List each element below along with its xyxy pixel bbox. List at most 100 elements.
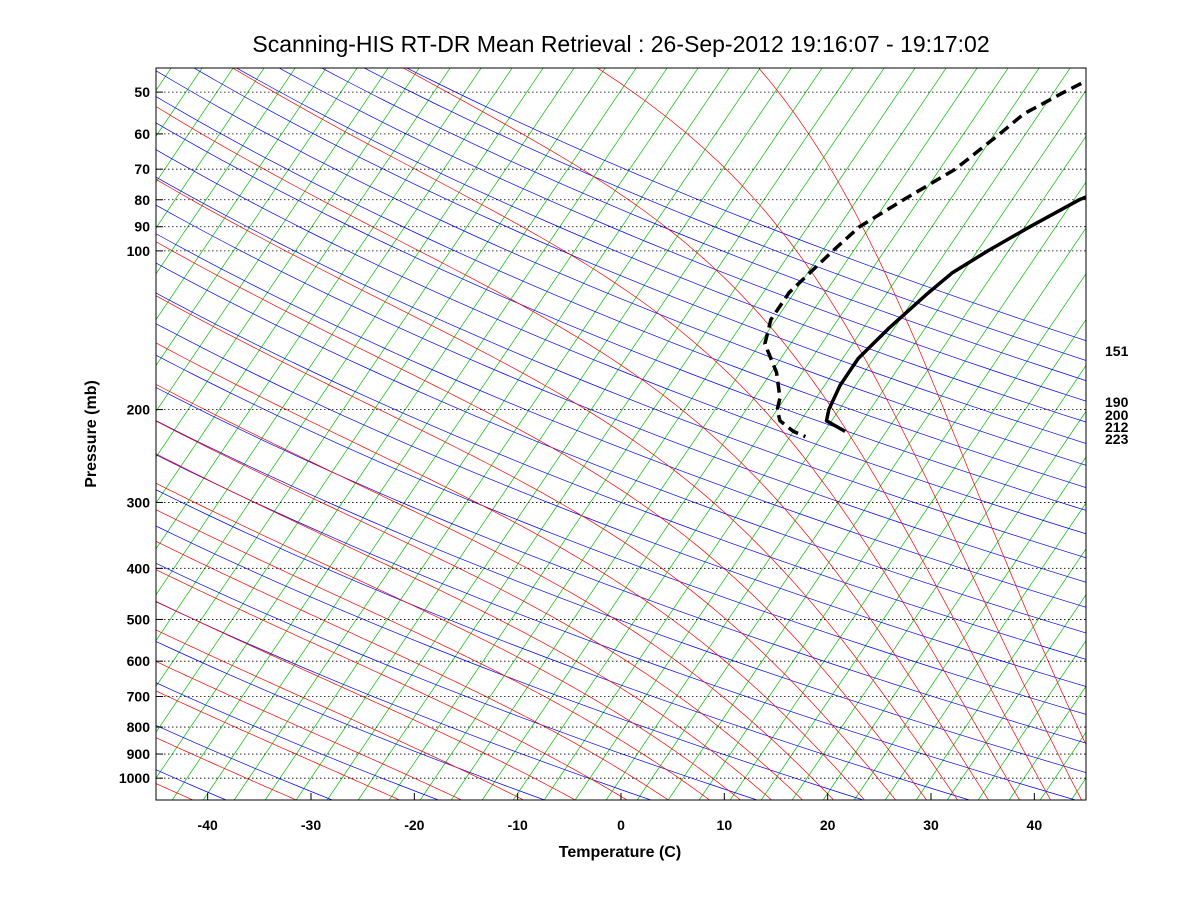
- isotherm-line: [822, 410, 1086, 800]
- moist-adiabat-line: [156, 737, 297, 800]
- isotherm-line: [156, 68, 389, 412]
- x-tick-label: -10: [508, 817, 528, 833]
- dry-adiabat-line: [363, 68, 1086, 361]
- isotherm-line: [977, 639, 1086, 800]
- x-axis: -40 -30 -20 -10 0 10 20 30 40: [198, 793, 1042, 833]
- background-lines: [156, 68, 1086, 800]
- y-tick-label: 50: [134, 84, 150, 100]
- moist-adiabat-line: [156, 178, 958, 800]
- moist-adiabat-line: [156, 420, 803, 800]
- isotherm-line: [388, 68, 885, 800]
- isotherm-line: [636, 135, 1086, 800]
- dry-adiabat-line: [156, 233, 1086, 608]
- isotherm-line: [791, 364, 1086, 800]
- x-tick-label: 20: [820, 817, 836, 833]
- isotherm-line: [760, 319, 1086, 800]
- isotherm-line: [156, 68, 420, 458]
- dry-adiabat-line: [156, 323, 1086, 687]
- moist-adiabat-line: [156, 106, 989, 800]
- dry-adiabat-line: [156, 420, 1086, 773]
- moist-adiabat-line: [156, 690, 400, 800]
- isotherm-line: [481, 68, 978, 800]
- y-tick-label: 90: [134, 219, 150, 235]
- isotherm-line: [667, 181, 1086, 800]
- y-tick-label: 400: [127, 560, 151, 576]
- moist-adiabat-line: [156, 241, 927, 800]
- isotherm-line: [574, 68, 1071, 800]
- x-tick-label: 10: [717, 817, 733, 833]
- data-series: [763, 79, 1086, 439]
- moist-adiabat-line: [758, 68, 1086, 746]
- x-axis-label: Temperature (C): [559, 844, 681, 861]
- isotherm-line: [156, 68, 606, 733]
- x-tick-label: 0: [617, 817, 625, 833]
- moist-adiabat-line: [156, 540, 669, 800]
- isotherm-line: [233, 68, 730, 800]
- y-tick-label: 70: [134, 161, 150, 177]
- y-tick-label: 800: [127, 719, 151, 735]
- dry-adiabat-line: [156, 292, 1086, 660]
- dry-adiabat-line: [156, 454, 1076, 800]
- y-tick-label: 100: [127, 243, 151, 259]
- dry-adiabat-line: [235, 68, 1086, 423]
- y-tick-label: 700: [127, 688, 151, 704]
- isotherm-line: [357, 68, 854, 800]
- moist-adiabat-line: [156, 629, 524, 800]
- moist-adiabat-line: [156, 383, 834, 800]
- dry-adiabat-line: [156, 525, 864, 800]
- isotherm-line: [171, 68, 668, 800]
- moist-adiabat-line: [156, 453, 772, 800]
- moist-adiabat-line: [156, 295, 896, 800]
- dry-adiabat-line: [156, 354, 1086, 715]
- dry-adiabat-line: [321, 68, 1086, 381]
- dry-adiabat-line: [193, 68, 1086, 444]
- y-tick-label: 60: [134, 126, 150, 142]
- dry-adiabat-line: [156, 601, 651, 800]
- y-axis: 50 60 70 80 90 100 200 300 400 500 600 700 800 900 100…: [119, 84, 163, 786]
- isotherm-line: [156, 68, 451, 504]
- y-tick-label: 1000: [119, 770, 150, 786]
- isotherm-line: [605, 89, 1086, 800]
- moist-adiabat-line: [156, 509, 710, 800]
- dry-adiabat-line: [156, 176, 1086, 559]
- x-tick-label: -30: [301, 817, 321, 833]
- isotherm-line: [156, 68, 234, 183]
- moist-adiabat-line: [156, 482, 741, 800]
- dry-adiabat-line: [156, 641, 545, 800]
- isotherm-line: [156, 68, 296, 275]
- dry-adiabat-line: [156, 387, 1086, 744]
- dewpoint-profile: [763, 79, 1086, 439]
- dry-adiabat-line: [156, 96, 1086, 488]
- y-tick-label: 600: [127, 653, 151, 669]
- isotherm-line: [729, 273, 1086, 800]
- isotherm-line: [156, 68, 513, 596]
- isotherm-line: [946, 594, 1086, 800]
- moist-adiabat-line: [156, 600, 576, 800]
- y-tick-label: 500: [127, 611, 151, 627]
- moist-adiabat-line: [156, 342, 865, 800]
- side-label: 212: [1105, 419, 1129, 435]
- y-tick-label: 200: [127, 402, 151, 418]
- dry-adiabat-line: [156, 70, 1086, 466]
- side-label: 151: [1105, 343, 1129, 359]
- dry-adiabat-line: [406, 68, 1086, 342]
- y-tick-label: 900: [127, 746, 151, 762]
- isotherm-line: [450, 68, 947, 800]
- temperature-profile: [824, 195, 1086, 433]
- isotherm-line: [156, 68, 482, 550]
- isotherm-line: [853, 456, 1086, 800]
- x-tick-label: -20: [404, 817, 424, 833]
- y-tick-label: 80: [134, 192, 150, 208]
- side-label: 223: [1105, 431, 1129, 447]
- x-tick-label: -40: [198, 817, 218, 833]
- isotherm-line: [512, 68, 1009, 800]
- moist-adiabat-line: [231, 68, 1020, 800]
- moist-adiabat-line: [402, 68, 1051, 800]
- dry-adiabat-line: [156, 262, 1086, 634]
- isotherm-line: [202, 68, 699, 800]
- isotherm-line: [915, 548, 1086, 800]
- y-tick-label: 300: [127, 494, 151, 510]
- isotherm-line: [156, 68, 265, 229]
